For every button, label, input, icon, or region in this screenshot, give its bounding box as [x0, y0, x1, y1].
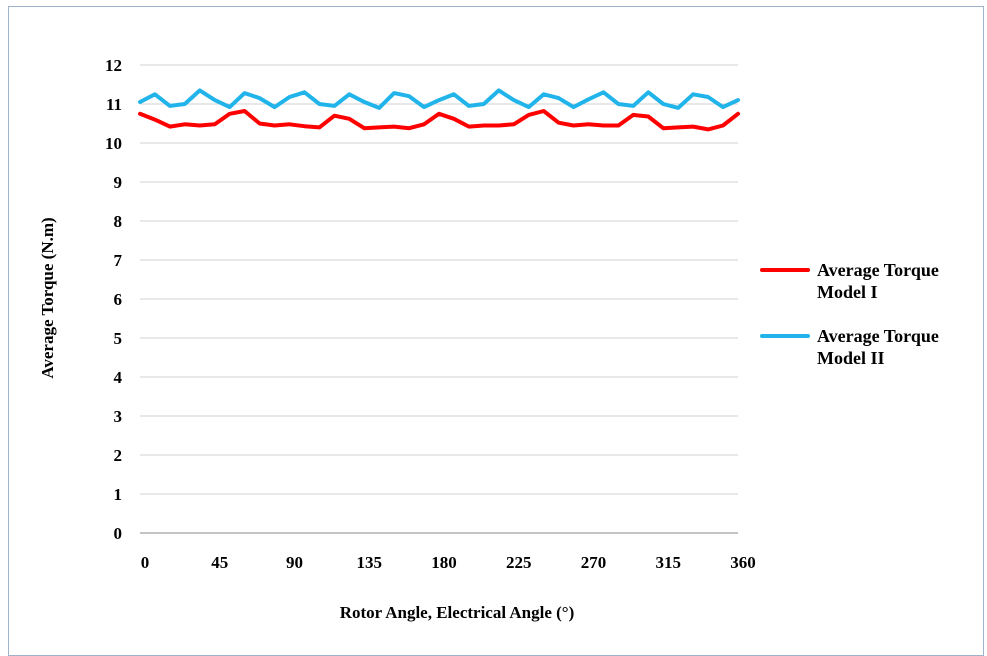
legend: Average Torque Model I Average Torque Model… — [760, 260, 939, 368]
x-tick-label: 135 — [357, 553, 383, 572]
y-tick-label: 10 — [105, 134, 122, 153]
y-tick-label: 7 — [114, 251, 123, 270]
series-lines — [138, 88, 740, 132]
x-tick-label: 90 — [286, 553, 303, 572]
chart-frame — [8, 6, 984, 656]
series-line-model-ii — [138, 88, 740, 110]
x-tick-label: 315 — [656, 553, 682, 572]
y-tick-label: 1 — [114, 485, 123, 504]
x-tick-label: 45 — [211, 553, 228, 572]
x-tick-label: 270 — [581, 553, 607, 572]
legend-label: Average Torque Model I — [817, 260, 939, 302]
x-tick-labels: 0 45 90 135 180 225 270 315 360 — [141, 553, 756, 572]
y-tick-label: 4 — [114, 368, 123, 387]
y-axis-title: Average Torque (N.m) — [38, 217, 57, 378]
x-tick-label: 360 — [730, 553, 756, 572]
x-tick-label: 180 — [431, 553, 457, 572]
y-tick-label: 9 — [114, 173, 123, 192]
x-tick-label: 0 — [141, 553, 150, 572]
y-tick-label: 0 — [114, 524, 123, 543]
legend-label: Average Torque Model II — [817, 326, 939, 368]
gridlines — [140, 64, 738, 534]
y-tick-label: 5 — [114, 329, 123, 348]
x-axis-title: Rotor Angle, Electrical Angle (°) — [340, 603, 575, 622]
series-line-model-i — [138, 109, 740, 132]
x-tick-label: 225 — [506, 553, 532, 572]
y-tick-label: 6 — [114, 290, 123, 309]
y-tick-label: 2 — [114, 446, 123, 465]
y-tick-label: 12 — [105, 56, 122, 75]
y-tick-label: 8 — [114, 212, 123, 231]
y-tick-label: 11 — [106, 95, 122, 114]
y-tick-label: 3 — [114, 407, 123, 426]
